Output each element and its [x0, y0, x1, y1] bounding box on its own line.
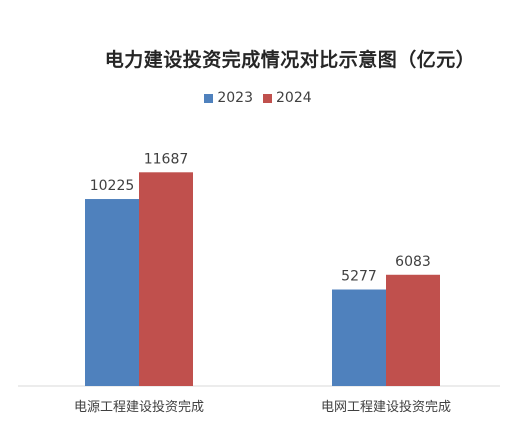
data-label-2023-0: 10225	[90, 178, 135, 194]
legend-swatch-2023	[204, 93, 214, 103]
bar-2024-1	[386, 274, 440, 386]
bar-2024-0	[139, 172, 193, 386]
data-label-2023-1: 5277	[341, 269, 377, 285]
legend: 2023 2024	[0, 90, 516, 106]
legend-item-2023: 2023	[204, 90, 253, 106]
legend-label-2024: 2024	[276, 90, 312, 106]
category-label-1: 电网工程建设投资完成	[321, 399, 451, 415]
legend-swatch-2024	[263, 93, 272, 103]
legend-label-2023: 2023	[217, 90, 253, 106]
data-label-2024-0: 11687	[144, 151, 189, 167]
bar-2023-1	[332, 289, 386, 386]
legend-item-2024: 2024	[263, 90, 312, 106]
category-label-0: 电源工程建设投资完成	[74, 399, 204, 415]
chart-title: 电力建设投资完成情况对比示意图（亿元）	[104, 49, 476, 71]
bar-2023-0	[85, 199, 139, 386]
data-label-2024-1: 6083	[395, 254, 431, 270]
